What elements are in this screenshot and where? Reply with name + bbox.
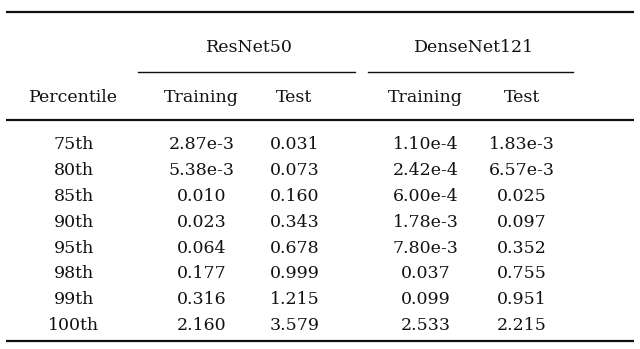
Text: 2.87e-3: 2.87e-3 — [168, 136, 235, 153]
Text: 0.023: 0.023 — [177, 214, 227, 231]
Text: 0.064: 0.064 — [177, 240, 227, 257]
Text: 1.10e-4: 1.10e-4 — [393, 136, 458, 153]
Text: 90th: 90th — [54, 214, 93, 231]
Text: 0.025: 0.025 — [497, 188, 547, 205]
Text: 95th: 95th — [53, 240, 94, 257]
Text: 2.160: 2.160 — [177, 317, 227, 334]
Text: 85th: 85th — [54, 188, 93, 205]
Text: Test: Test — [504, 89, 540, 106]
Text: 5.38e-3: 5.38e-3 — [168, 162, 235, 179]
Text: 0.073: 0.073 — [269, 162, 319, 179]
Text: 0.755: 0.755 — [497, 266, 547, 282]
Text: 1.78e-3: 1.78e-3 — [393, 214, 458, 231]
Text: 0.678: 0.678 — [269, 240, 319, 257]
Text: 2.215: 2.215 — [497, 317, 547, 334]
Text: 2.42e-4: 2.42e-4 — [393, 162, 458, 179]
Text: 7.80e-3: 7.80e-3 — [393, 240, 458, 257]
Text: 1.215: 1.215 — [269, 291, 319, 308]
Text: DenseNet121: DenseNet121 — [413, 39, 534, 55]
Text: 0.031: 0.031 — [269, 136, 319, 153]
Text: 0.316: 0.316 — [177, 291, 227, 308]
Text: 1.83e-3: 1.83e-3 — [489, 136, 554, 153]
Text: Training: Training — [388, 89, 463, 106]
Text: 6.00e-4: 6.00e-4 — [393, 188, 458, 205]
Text: 0.160: 0.160 — [269, 188, 319, 205]
Text: 6.57e-3: 6.57e-3 — [488, 162, 555, 179]
Text: Percentile: Percentile — [29, 89, 118, 106]
Text: 75th: 75th — [53, 136, 94, 153]
Text: Test: Test — [276, 89, 312, 106]
Text: 100th: 100th — [48, 317, 99, 334]
Text: 0.010: 0.010 — [177, 188, 227, 205]
Text: 0.099: 0.099 — [401, 291, 451, 308]
Text: 0.177: 0.177 — [177, 266, 227, 282]
Text: 0.999: 0.999 — [269, 266, 319, 282]
Text: Training: Training — [164, 89, 239, 106]
Text: 0.352: 0.352 — [497, 240, 547, 257]
Text: 98th: 98th — [54, 266, 93, 282]
Text: 0.097: 0.097 — [497, 214, 547, 231]
Text: 0.343: 0.343 — [269, 214, 319, 231]
Text: 99th: 99th — [53, 291, 94, 308]
Text: 0.951: 0.951 — [497, 291, 547, 308]
Text: 80th: 80th — [54, 162, 93, 179]
Text: 3.579: 3.579 — [269, 317, 319, 334]
Text: ResNet50: ResNet50 — [206, 39, 293, 55]
Text: 0.037: 0.037 — [401, 266, 451, 282]
Text: 2.533: 2.533 — [401, 317, 451, 334]
